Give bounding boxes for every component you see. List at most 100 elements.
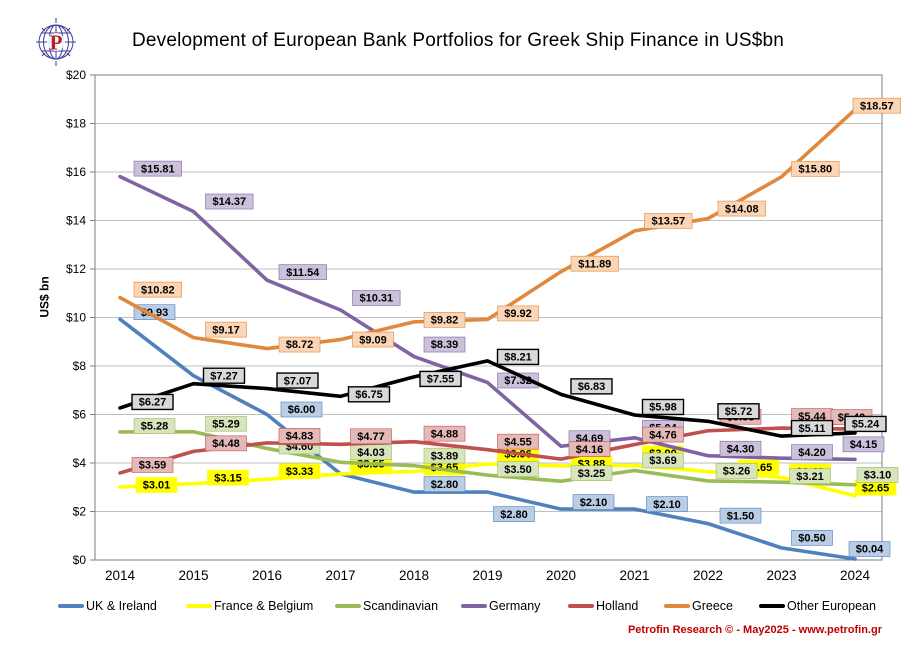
y-tick-label: $18 xyxy=(66,117,86,131)
svg-text:$7.55: $7.55 xyxy=(427,374,455,386)
svg-text:$5.98: $5.98 xyxy=(649,402,677,414)
svg-text:$8.21: $8.21 xyxy=(504,352,532,364)
x-axis: 2014 2015 2016 2017 2018 2019 2020 2021 2022 2023… xyxy=(105,568,871,583)
svg-text:$6.00: $6.00 xyxy=(288,404,316,416)
data-label-greece-2017: $9.09 xyxy=(352,331,394,348)
svg-text:$4.16: $4.16 xyxy=(576,444,604,456)
x-tick-label: 2021 xyxy=(619,568,649,583)
svg-text:$4.55: $4.55 xyxy=(504,436,532,448)
legend-swatch-greece xyxy=(664,604,690,608)
svg-text:$4.15: $4.15 xyxy=(850,439,878,451)
svg-text:$11.54: $11.54 xyxy=(286,267,320,279)
svg-text:$15.80: $15.80 xyxy=(798,164,832,176)
svg-text:$3.01: $3.01 xyxy=(143,480,171,492)
svg-text:$7.07: $7.07 xyxy=(284,375,312,387)
svg-text:$7.27: $7.27 xyxy=(210,370,238,382)
svg-text:$3.59: $3.59 xyxy=(139,460,167,472)
x-tick-label: 2022 xyxy=(693,568,723,583)
svg-text:$1.50: $1.50 xyxy=(727,510,755,522)
legend-item-greece: Greece xyxy=(664,598,733,614)
y-tick-label: $12 xyxy=(66,262,86,276)
plot-area-border xyxy=(94,74,883,561)
svg-text:$5.72: $5.72 xyxy=(725,406,753,418)
data-label-scandinavian-2017: $4.03 xyxy=(350,444,392,461)
data-label-uk-ireland-2020: $2.10 xyxy=(572,494,615,510)
series-line-other-european xyxy=(118,359,857,438)
chart-title: Development of European Bank Portfolios … xyxy=(131,30,785,51)
y-tick-label: $8 xyxy=(73,359,87,373)
svg-text:$18.57: $18.57 xyxy=(860,100,894,112)
svg-text:$3.89: $3.89 xyxy=(431,450,459,462)
svg-text:$6.75: $6.75 xyxy=(355,389,383,401)
data-label-holland-2020: $4.16 xyxy=(568,441,611,457)
svg-text:$14.37: $14.37 xyxy=(212,196,246,208)
svg-text:$4.30: $4.30 xyxy=(727,443,755,455)
data-label-uk-ireland-2016: $6.00 xyxy=(280,401,323,418)
svg-text:$2.80: $2.80 xyxy=(500,509,528,521)
data-label-other-european-2022: $5.72 xyxy=(717,403,760,420)
data-label-scandinavian-2024: $3.10 xyxy=(856,467,899,483)
data-label-germany-2017: $10.31 xyxy=(352,290,401,306)
data-label-greece-2021: $13.57 xyxy=(644,213,693,229)
data-label-germany-2016: $11.54 xyxy=(278,264,327,280)
y-tick-label: $4 xyxy=(73,456,87,470)
data-label-scandinavian-2018: $3.89 xyxy=(423,447,466,464)
svg-text:$3.21: $3.21 xyxy=(796,471,824,483)
svg-text:$7.32: $7.32 xyxy=(504,375,532,387)
svg-text:$4.20: $4.20 xyxy=(798,447,826,459)
data-label-holland-2015: $4.48 xyxy=(205,435,247,452)
legend-label: Scandinavian xyxy=(363,599,439,613)
data-label-germany-2018: $8.39 xyxy=(423,336,466,353)
svg-text:$2.10: $2.10 xyxy=(580,497,608,509)
data-label-scandinavian-2023: $3.21 xyxy=(789,468,831,484)
data-label-greece-2018: $9.82 xyxy=(423,312,466,328)
legend-label: Germany xyxy=(489,599,541,613)
svg-text:$5.11: $5.11 xyxy=(799,423,826,435)
data-label-greece-2024: $18.57 xyxy=(852,97,901,114)
data-label-holland-2023: $5.44 xyxy=(791,408,833,424)
data-label-france-belgium-2015: $3.15 xyxy=(207,469,249,486)
svg-text:$8.72: $8.72 xyxy=(286,339,314,351)
y-tick-label: $14 xyxy=(66,214,86,228)
series-line-uk-ireland xyxy=(118,317,857,561)
data-label-france-belgium-2024: $2.65 xyxy=(854,479,897,496)
svg-text:$5.28: $5.28 xyxy=(141,421,169,433)
data-label-holland-2014: $3.59 xyxy=(131,457,174,473)
series-uk-ireland: $9.93 $6.00 $2.80 $2.80 $2.10 $2.10 $1.50 $0.50… xyxy=(118,304,891,561)
legend-item-holland: Holland xyxy=(568,598,638,614)
legend-item-other-european: Other European xyxy=(759,598,876,614)
data-label-uk-ireland-2014: $9.93 xyxy=(133,304,176,320)
data-label-france-belgium-2014: $3.01 xyxy=(135,477,178,493)
logo-letter-bg xyxy=(47,33,65,51)
data-label-other-european-2015: $7.27 xyxy=(202,367,246,384)
svg-text:$8.39: $8.39 xyxy=(431,339,459,351)
svg-text:$6.83: $6.83 xyxy=(578,381,606,393)
svg-text:$13.57: $13.57 xyxy=(651,216,685,228)
svg-text:$5.24: $5.24 xyxy=(852,419,880,431)
series-other-european: $6.27 $7.27 $7.07 $6.75 $7.55 $8.21 $6.83 $5.98… xyxy=(118,348,887,438)
x-tick-label: 2020 xyxy=(546,568,576,583)
data-label-holland-2018: $4.88 xyxy=(423,425,466,442)
series-greece: $10.82 $9.17 $8.72 $9.09 $9.82 $9.92 $11.89 $13… xyxy=(118,97,901,353)
legend-label: Other European xyxy=(787,599,876,613)
data-label-scandinavian-2020: $3.25 xyxy=(570,465,613,481)
data-label-other-european-2021: $5.98 xyxy=(641,398,685,416)
series-line-greece xyxy=(118,107,857,351)
legend-label: Greece xyxy=(692,599,733,613)
legend-label: Holland xyxy=(596,599,639,613)
data-label-other-european-2019: $8.21 xyxy=(496,348,540,366)
series-line-germany xyxy=(118,174,857,462)
data-label-other-european-2016: $7.07 xyxy=(276,372,319,389)
data-label-greece-2022: $14.08 xyxy=(717,200,766,217)
svg-text:$3.33: $3.33 xyxy=(286,466,314,478)
data-label-uk-ireland-2023: $0.50 xyxy=(791,530,833,546)
y-tick-label: $10 xyxy=(66,311,86,325)
data-label-scandinavian-2019: $3.50 xyxy=(497,461,539,477)
data-label-other-european-2014: $6.27 xyxy=(131,393,174,411)
legend-item-uk-ireland: UK & Ireland xyxy=(58,598,157,614)
svg-text:$2.80: $2.80 xyxy=(431,479,459,491)
x-tick-label: 2018 xyxy=(399,568,429,583)
svg-text:$5.44: $5.44 xyxy=(798,411,826,423)
legend-item-france-belgium: France & Belgium xyxy=(186,598,313,614)
